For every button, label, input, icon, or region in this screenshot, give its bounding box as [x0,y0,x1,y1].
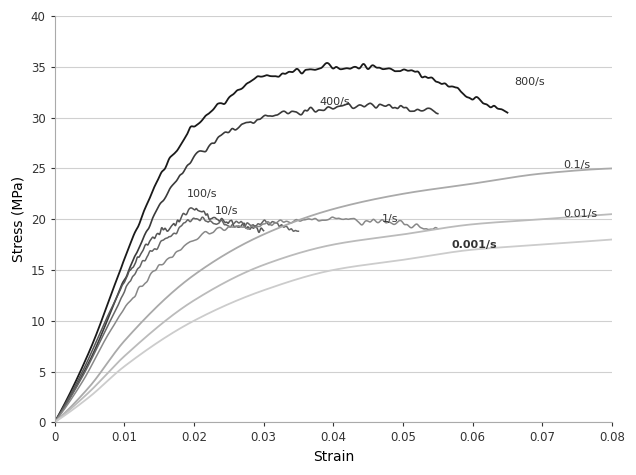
Text: 0.1/s: 0.1/s [563,161,590,171]
Text: 400/s: 400/s [319,97,350,107]
Text: 800/s: 800/s [515,77,545,87]
Text: 1/s: 1/s [382,214,399,224]
Text: 10/s: 10/s [215,206,238,216]
Text: 100/s: 100/s [187,189,218,199]
Text: 0.01/s: 0.01/s [563,209,597,219]
Text: 0.001/s: 0.001/s [452,239,497,249]
Y-axis label: Stress (MPa): Stress (MPa) [11,176,25,262]
X-axis label: Strain: Strain [313,450,354,464]
